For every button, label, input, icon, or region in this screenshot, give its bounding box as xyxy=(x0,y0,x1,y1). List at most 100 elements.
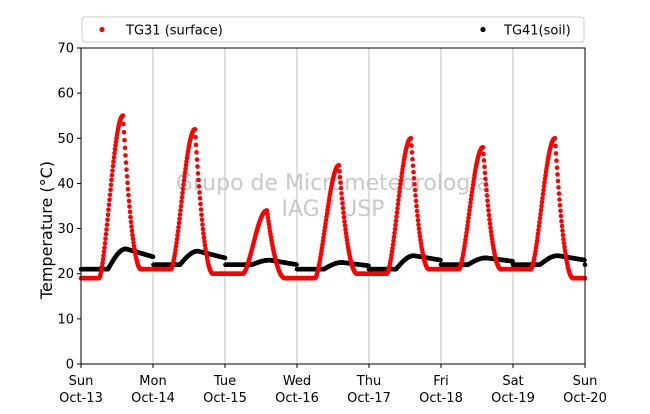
data-point xyxy=(486,208,491,213)
data-point xyxy=(322,224,328,230)
data-point xyxy=(417,234,423,239)
data-point xyxy=(125,186,131,192)
data-point xyxy=(202,242,208,248)
data-point xyxy=(465,223,470,228)
data-point xyxy=(192,126,198,132)
legend-box xyxy=(81,16,585,43)
y-tick-label: 30 xyxy=(57,222,74,237)
data-point xyxy=(534,242,539,247)
data-point xyxy=(127,204,132,209)
data-point xyxy=(486,212,492,218)
data-point xyxy=(540,195,545,201)
data-point xyxy=(201,235,207,240)
data-point xyxy=(124,167,129,172)
data-point xyxy=(534,238,540,244)
data-point xyxy=(390,245,395,251)
data-point xyxy=(397,189,402,195)
data-point xyxy=(176,224,181,230)
data-point xyxy=(107,192,113,198)
data-point xyxy=(177,212,183,217)
data-point xyxy=(553,151,559,156)
data-point xyxy=(198,201,203,207)
data-point xyxy=(409,143,414,148)
data-point xyxy=(101,253,106,259)
data-point xyxy=(101,249,107,255)
data-point xyxy=(179,195,185,200)
data-point xyxy=(130,232,135,238)
data-point xyxy=(194,150,199,155)
data-point xyxy=(410,156,415,162)
y-tick-label: 0 xyxy=(66,358,74,373)
data-point xyxy=(131,240,136,245)
data-point xyxy=(178,203,184,209)
data-point xyxy=(104,222,110,227)
data-point xyxy=(199,217,205,223)
data-point xyxy=(396,193,402,199)
data-point xyxy=(337,174,343,180)
x-tick-label-day: Sat xyxy=(502,374,523,389)
data-point xyxy=(294,262,299,267)
data-point xyxy=(102,240,108,246)
data-point xyxy=(106,207,111,213)
data-point xyxy=(488,229,494,234)
data-point xyxy=(122,145,128,151)
data-point xyxy=(392,230,397,236)
data-point xyxy=(113,143,118,148)
data-point xyxy=(197,196,203,201)
x-tick-label-date: Oct-16 xyxy=(275,391,319,406)
grid-lines xyxy=(152,48,514,364)
data-point xyxy=(111,159,116,164)
data-point xyxy=(559,218,564,224)
series-soil xyxy=(78,246,588,272)
data-point xyxy=(558,213,564,219)
data-point xyxy=(395,206,400,211)
data-point xyxy=(150,254,156,260)
data-point xyxy=(195,164,200,169)
data-point xyxy=(413,193,418,198)
data-point xyxy=(560,228,565,233)
data-point xyxy=(338,180,343,185)
data-point xyxy=(462,240,468,246)
data-point xyxy=(113,139,119,144)
data-point xyxy=(341,210,346,216)
data-point xyxy=(554,158,559,163)
plot-frame xyxy=(80,47,586,365)
data-point xyxy=(175,232,180,238)
data-point xyxy=(397,185,403,191)
x-tick-label-date: Oct-13 xyxy=(59,391,103,406)
data-point xyxy=(120,113,126,119)
data-point xyxy=(193,142,199,148)
data-point xyxy=(391,238,396,244)
data-point xyxy=(124,174,130,179)
data-point xyxy=(554,165,560,170)
data-point xyxy=(196,177,201,183)
data-point xyxy=(482,170,488,176)
data-point xyxy=(391,234,397,240)
data-point xyxy=(468,200,473,206)
data-point xyxy=(389,249,395,254)
data-point xyxy=(111,154,117,160)
data-point xyxy=(395,201,401,207)
data-point xyxy=(555,178,561,184)
data-point xyxy=(181,182,186,187)
data-point xyxy=(105,212,111,218)
data-point xyxy=(484,187,489,193)
data-point xyxy=(264,208,270,213)
data-point xyxy=(413,198,419,204)
x-tick-label-day: Sun xyxy=(573,374,598,389)
x-tick-label-day: Thu xyxy=(356,374,381,389)
data-point xyxy=(130,236,136,242)
data-point xyxy=(539,199,545,205)
data-point xyxy=(481,158,487,163)
data-point xyxy=(108,182,114,188)
y-tick-label: 70 xyxy=(57,42,74,57)
data-point xyxy=(103,231,109,237)
data-point xyxy=(199,212,204,218)
data-point xyxy=(195,171,201,176)
x-tick-label-day: Sun xyxy=(69,374,94,389)
data-point xyxy=(321,235,326,240)
y-tick-label: 50 xyxy=(57,132,74,147)
data-point xyxy=(416,222,421,227)
series-layer xyxy=(78,113,588,281)
